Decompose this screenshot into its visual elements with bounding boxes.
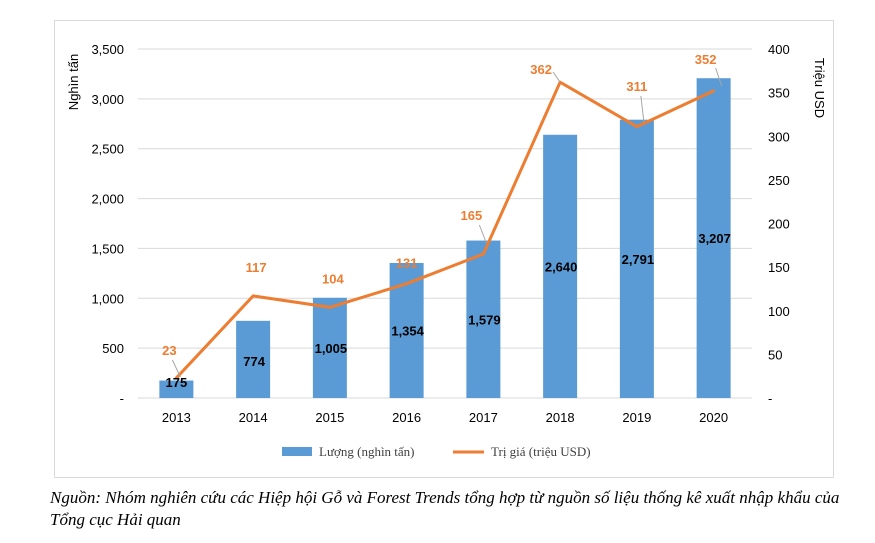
line-label-leader — [640, 95, 645, 123]
chart-frame — [54, 20, 834, 478]
bar — [466, 240, 501, 398]
axes: Nghìn tấn Triệu USD - 500 1,000 1,500 2,000 2… — [66, 42, 827, 425]
y-axis-left-title: Nghìn tấn — [66, 54, 81, 110]
legend-line-label: Trị giá (triệu USD) — [491, 444, 591, 459]
y-right-tick-label: 100 — [768, 304, 790, 319]
x-tick-label: 2014 — [239, 410, 268, 425]
bar — [543, 134, 578, 399]
line-value-label: 117 — [246, 260, 267, 275]
x-tick-label: 2019 — [622, 410, 651, 425]
combo-chart: Nghìn tấn Triệu USD - 500 1,000 1,500 2,000 2… — [66, 42, 827, 459]
y-right-tick-label: 350 — [768, 86, 790, 101]
y-right-tick-label: 50 — [768, 347, 782, 362]
gridlines — [138, 48, 752, 399]
line-value-label: 311 — [626, 79, 647, 94]
line-label-leader — [552, 71, 561, 83]
bar-value-label: 2,791 — [622, 252, 655, 267]
x-tick-label: 2013 — [162, 410, 191, 425]
y-right-tick-label: 300 — [768, 129, 790, 144]
bar-value-label: 1,579 — [468, 312, 501, 327]
line-value-label: 23 — [162, 343, 176, 358]
bar — [236, 320, 271, 398]
source-caption: Nguồn: Nhóm nghiên cứu các Hiệp hội Gỗ v… — [50, 488, 840, 529]
y-left-tick-label: 500 — [102, 341, 124, 356]
y-right-tick-label: 150 — [768, 260, 790, 275]
line-value-label: 131 — [396, 256, 418, 271]
data-labels: 175 774 1,005 1,354 1,579 2,640 2,791 3,207 23 11… — [162, 52, 731, 390]
line-value-label: 352 — [695, 52, 717, 67]
bar — [159, 380, 194, 398]
x-tick-label: 2015 — [315, 410, 344, 425]
bar-value-label: 3,207 — [698, 231, 731, 246]
x-tick-label: 2020 — [699, 410, 728, 425]
line-value-label: 104 — [322, 271, 344, 286]
line-label-leader — [715, 67, 723, 87]
bar-value-label: 1,354 — [391, 323, 424, 338]
legend-bar-label: Lượng (nghìn tấn) — [319, 444, 415, 459]
y-left-tick-label: 1,000 — [91, 291, 124, 306]
bar-value-label: 175 — [166, 375, 188, 390]
line-label-leader — [171, 359, 181, 378]
x-tick-label: 2018 — [546, 410, 575, 425]
y-left-tick-label: 3,000 — [91, 92, 124, 107]
y-left-tick-label: 3,500 — [91, 42, 124, 57]
y-left-tick-label: 2,500 — [91, 142, 124, 157]
line-value-label: 362 — [530, 62, 552, 77]
legend-bar-swatch — [282, 447, 312, 456]
bar-series — [159, 78, 731, 399]
bar — [389, 262, 424, 398]
bar — [619, 119, 654, 399]
bar-value-label: 2,640 — [545, 259, 578, 274]
y-right-tick-label: 400 — [768, 42, 790, 57]
line-value-label: 165 — [461, 208, 483, 223]
y-left-tick-label: - — [120, 391, 124, 406]
bar — [312, 297, 347, 398]
y-right-tick-label: 200 — [768, 217, 790, 232]
line-series — [174, 80, 716, 380]
y-right-tick-label: 250 — [768, 173, 790, 188]
y-axis-right-title: Triệu USD — [812, 58, 827, 118]
bar-value-label: 774 — [243, 354, 265, 369]
line-path — [174, 80, 716, 380]
y-left-tick-label: 2,000 — [91, 192, 124, 207]
legend: Lượng (nghìn tấn) Trị giá (triệu USD) — [282, 444, 591, 459]
bar — [696, 78, 731, 399]
y-right-tick-label: - — [768, 391, 772, 406]
line-label-leader — [478, 224, 487, 244]
y-left-tick-label: 1,500 — [91, 241, 124, 256]
x-tick-label: 2016 — [392, 410, 421, 425]
x-tick-label: 2017 — [469, 410, 498, 425]
bar-value-label: 1,005 — [315, 341, 348, 356]
